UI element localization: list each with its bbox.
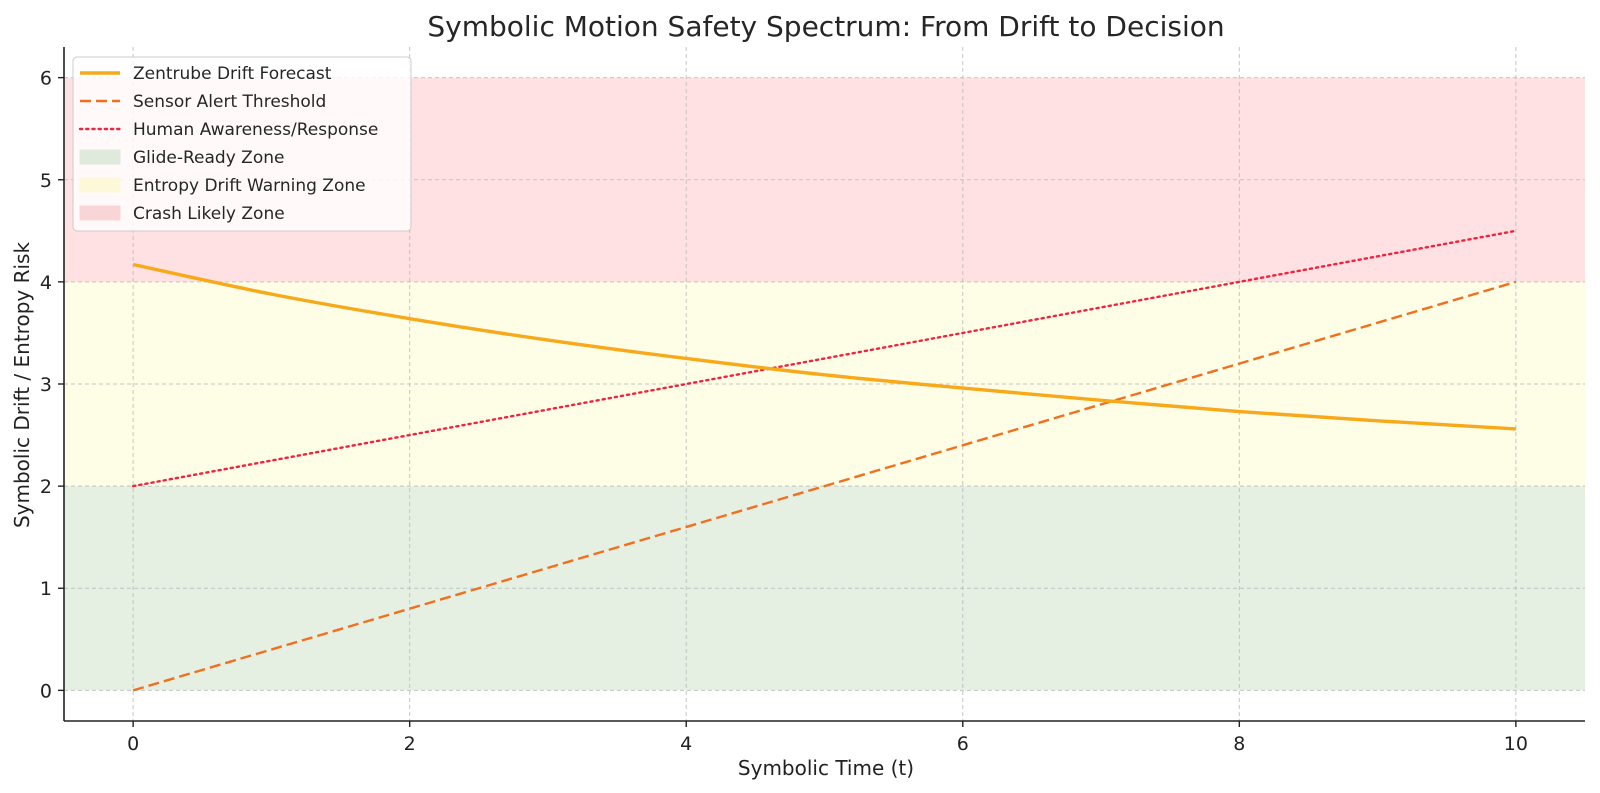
glide-ready-zone-band: [64, 486, 1585, 691]
legend-label-sensor-alert-threshold: Sensor Alert Threshold: [133, 92, 326, 112]
zentrube-drift-forecast-line: [132, 262, 1516, 431]
human-awareness-response-line: [131, 229, 1518, 488]
x-tick-label: 2: [404, 733, 416, 755]
legend-label-zentrube-drift-forecast: Zentrube Drift Forecast: [133, 64, 332, 84]
sensor-alert-threshold-line: [132, 280, 1517, 692]
y-tick-label: 6: [40, 68, 52, 90]
x-tick-label: 6: [957, 733, 969, 755]
y-tick-label: 4: [40, 272, 52, 294]
legend-label-crash-likely-zone: Crash Likely Zone: [133, 204, 285, 224]
ticks-layer: 0 2 4 6 8 10 0 1 2 3 4 5 6: [40, 68, 1528, 755]
legend-label-entropy-drift-warning-zone: Entropy Drift Warning Zone: [133, 176, 366, 196]
chart-title: Symbolic Motion Safety Spectrum: From Dr…: [427, 10, 1224, 43]
legend-items: Zentrube Drift Forecast Sensor Alert Thre…: [78, 64, 378, 224]
entropy-drift-warning-zone-band: [64, 281, 1585, 487]
legend-swatch-glide-ready-zone: [79, 149, 121, 165]
y-tick-label: 3: [40, 374, 52, 396]
x-tick-label: 4: [680, 733, 692, 755]
y-tick-label: 2: [40, 476, 52, 498]
legend-label-glide-ready-zone: Glide-Ready Zone: [133, 148, 284, 168]
legend-frame: [72, 56, 412, 232]
y-axis-label: Symbolic Drift / Entropy Risk: [10, 242, 34, 529]
x-tick-label: 8: [1233, 733, 1245, 755]
legend-swatch-entropy-drift-warning-zone: [79, 177, 121, 193]
x-axis-label: Symbolic Time (t): [738, 756, 914, 780]
legend-label-human-awareness-response: Human Awareness/Response: [133, 120, 378, 140]
legend-swatch-crash-likely-zone: [79, 205, 121, 221]
series-layer: [131, 229, 1518, 692]
y-tick-label: 0: [40, 680, 52, 702]
x-tick-label: 0: [127, 733, 139, 755]
y-tick-label: 1: [40, 578, 52, 600]
x-tick-label: 10: [1504, 733, 1528, 755]
legend: Zentrube Drift Forecast Sensor Alert Thre…: [72, 56, 412, 232]
y-tick-label: 5: [40, 170, 52, 192]
